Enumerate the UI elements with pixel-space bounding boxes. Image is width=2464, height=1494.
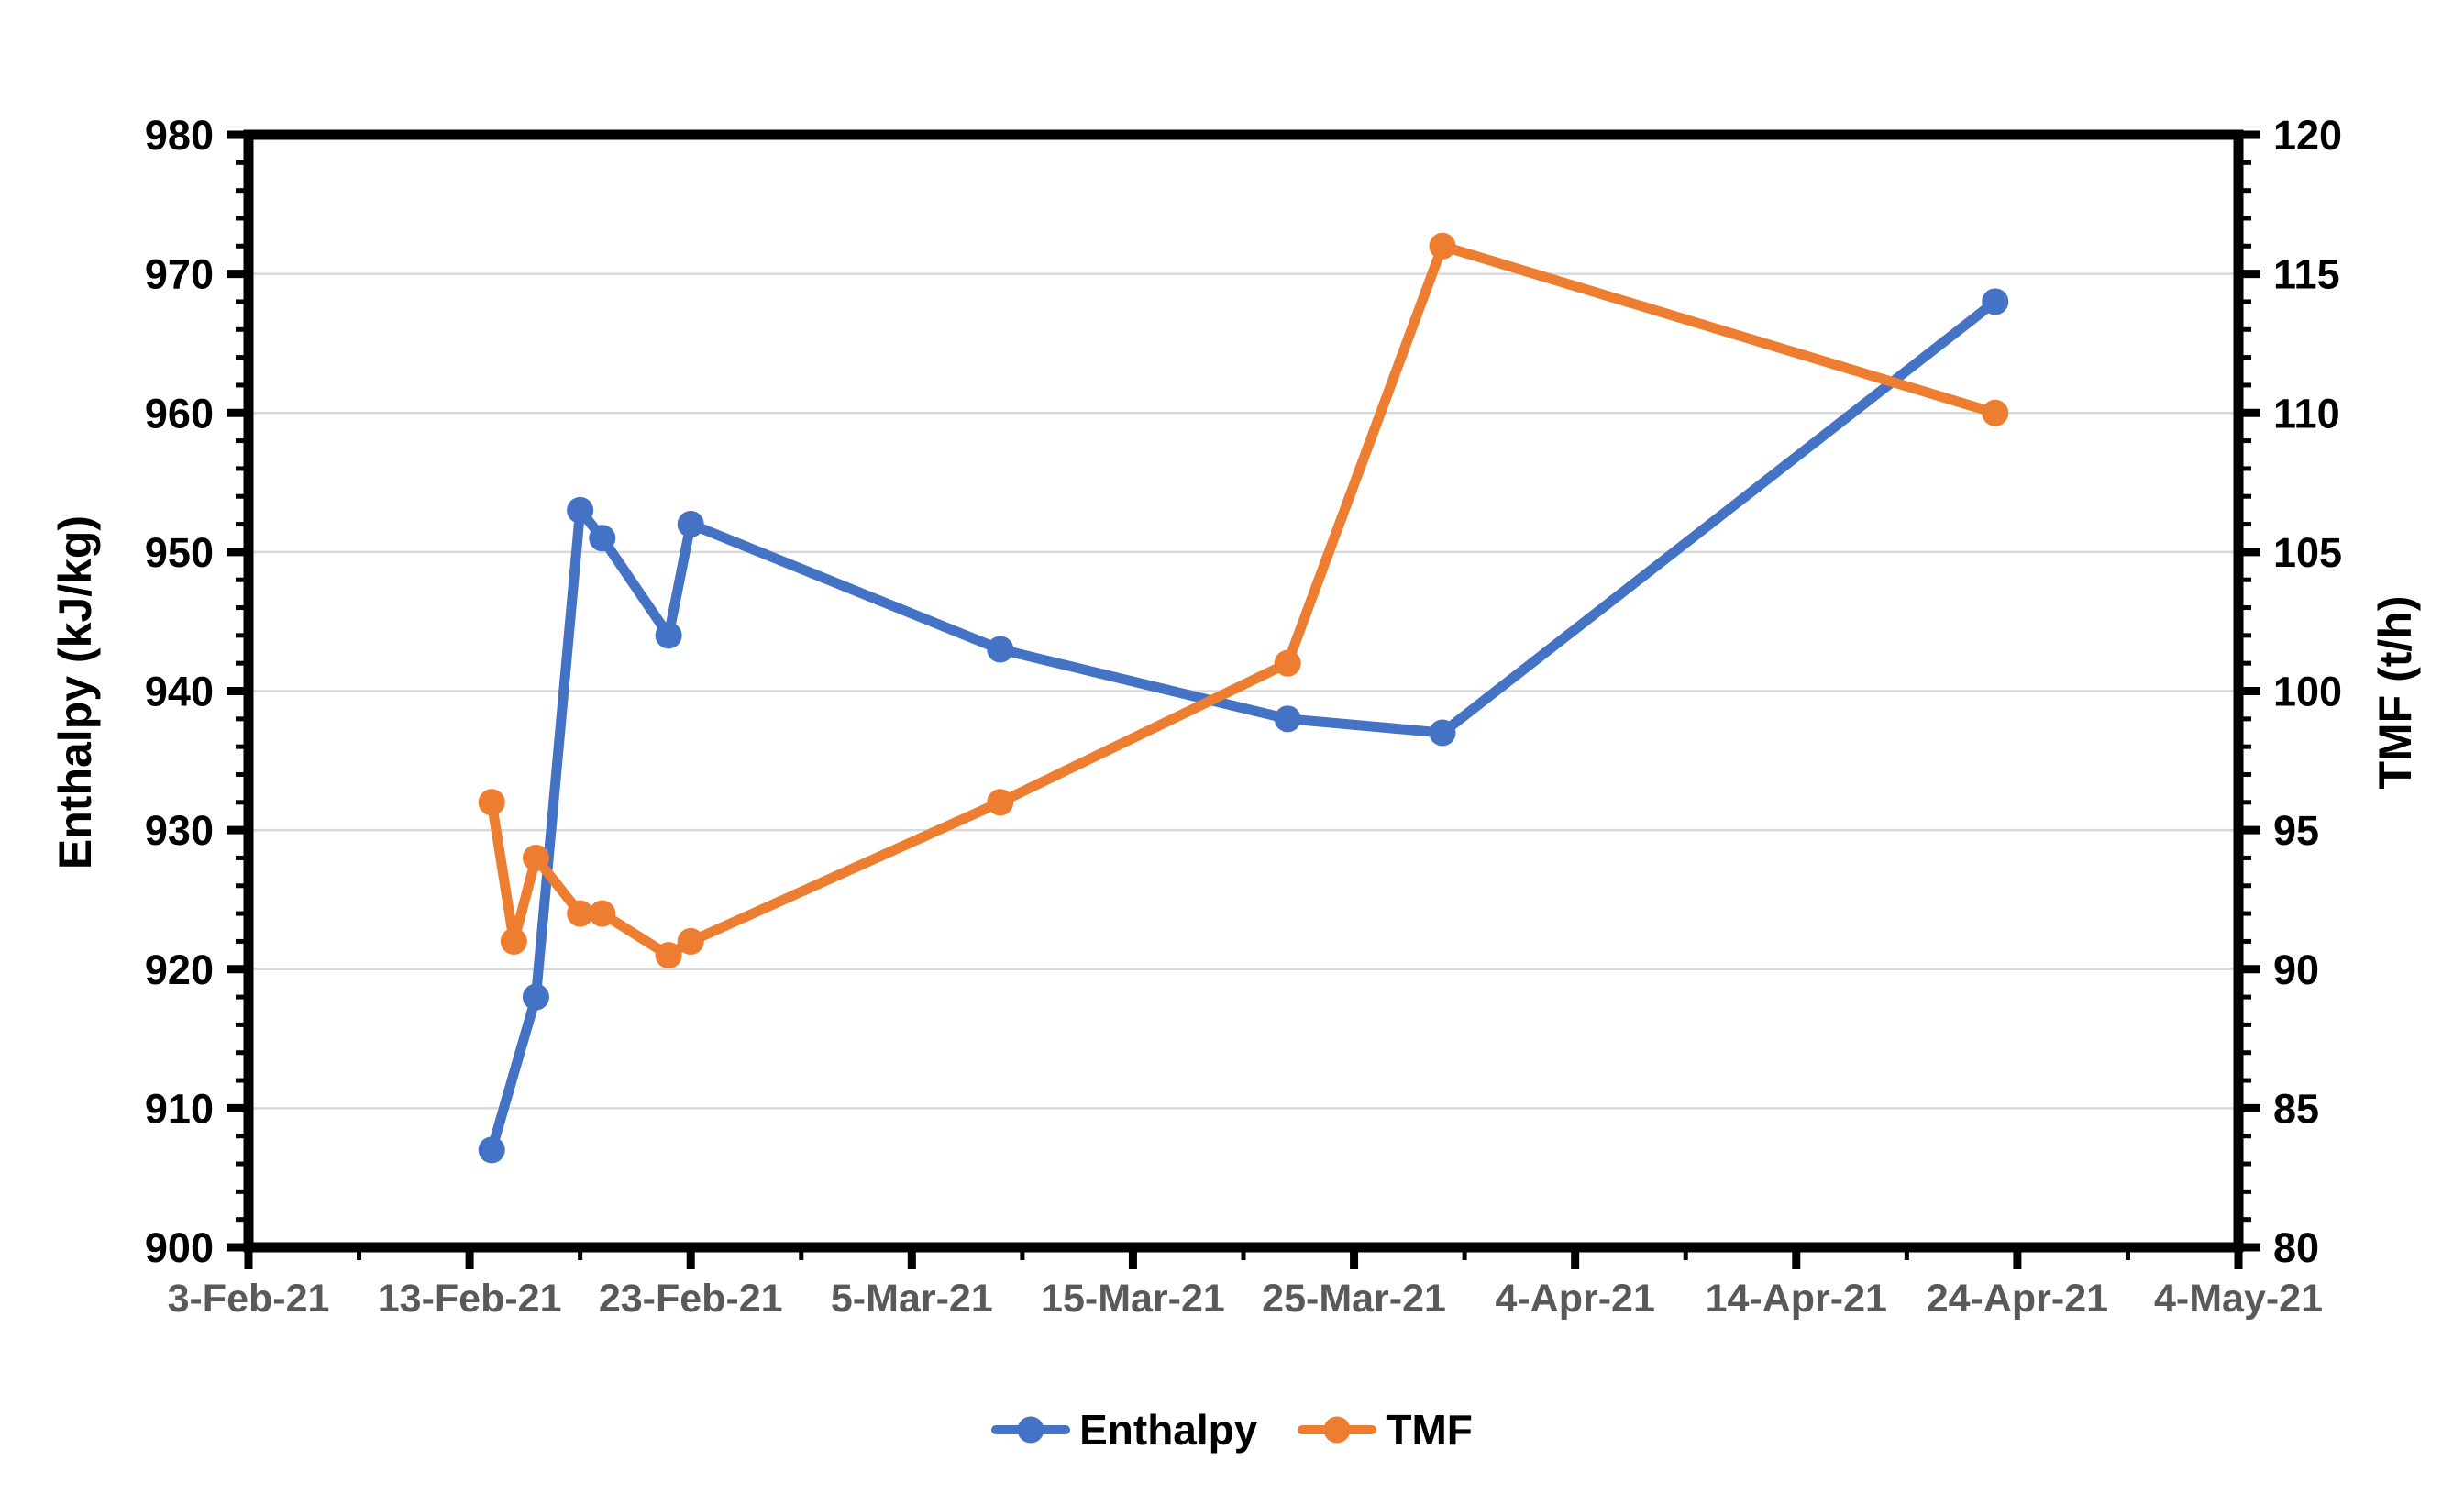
left-axis-tick-label: 960 [145, 390, 214, 437]
right-axis-tick-label: 95 [2273, 807, 2319, 854]
x-axis-tick-label: 24-Apr-21 [1927, 1277, 2108, 1321]
right-axis-tick-label: 110 [2273, 390, 2340, 437]
tmf-series-line [486, 240, 2001, 961]
right-axis-tick-label: 120 [2273, 112, 2342, 159]
tmf-data-point-marker [500, 927, 527, 955]
x-axis-tick-label: 4-Apr-21 [1495, 1277, 1654, 1321]
x-axis-tick-label: 25-Mar-21 [1262, 1277, 1446, 1321]
enthalpy-data-point-marker [522, 983, 549, 1011]
legend-label-enthalpy: Enthalpy [1079, 1406, 1258, 1454]
enthalpy-data-point-marker [567, 496, 594, 524]
enthalpy-data-point-marker [1274, 705, 1301, 733]
enthalpy-legend-line-marker [991, 1416, 1071, 1444]
x-axis-tick-label: 5-Mar-21 [831, 1277, 993, 1321]
tmf-data-point-marker [1982, 399, 2009, 426]
enthalpy-series-line [486, 296, 2001, 1156]
tmf-data-point-marker [655, 942, 682, 969]
enthalpy-data-point-marker [987, 636, 1014, 663]
tmf-data-point-marker [522, 844, 549, 871]
left-axis-tick-label: 970 [145, 251, 214, 298]
x-axis-tick-label: 15-Mar-21 [1041, 1277, 1225, 1321]
x-axis-tick-label: 4-May-21 [2154, 1277, 2323, 1321]
enthalpy-data-point-marker [1982, 288, 2009, 315]
left-axis-tick-label: 980 [145, 112, 214, 159]
left-axis-title: Enthalpy (kJ/kg) [50, 515, 101, 870]
tmf-data-point-marker [1274, 649, 1301, 677]
right-axis-tick-label: 80 [2273, 1224, 2319, 1271]
tmf-data-point-marker [567, 900, 594, 927]
legend-item-tmf: TMF [1298, 1409, 1473, 1451]
x-axis-tick-label: 13-Feb-21 [378, 1277, 562, 1321]
tmf-legend-line-marker [1298, 1416, 1377, 1444]
right-axis-tick-label: 105 [2273, 529, 2342, 576]
left-axis-tick-label: 920 [145, 946, 214, 993]
enthalpy-data-point-marker [589, 525, 616, 552]
legend: Enthalpy TMF [0, 1398, 2464, 1462]
left-axis-tick-label: 950 [145, 529, 214, 576]
x-axis-tick-label: 23-Feb-21 [599, 1277, 783, 1321]
enthalpy-data-point-marker [655, 622, 682, 649]
legend-label-tmf: TMF [1386, 1406, 1473, 1454]
right-axis-tick-label: 85 [2273, 1085, 2319, 1132]
left-axis-tick-label: 930 [145, 807, 214, 854]
tmf-data-point-marker [478, 789, 505, 816]
right-axis-title: TMF (t/h) [2370, 595, 2421, 790]
tmf-data-point-marker [1429, 232, 1456, 260]
legend-item-enthalpy: Enthalpy [991, 1409, 1257, 1451]
left-axis-tick-label: 940 [145, 669, 214, 715]
left-axis-tick-label: 900 [145, 1224, 214, 1271]
enthalpy-data-point-marker [677, 511, 704, 538]
right-axis-tick-label: 100 [2273, 669, 2342, 715]
x-axis-tick-label: 3-Feb-21 [168, 1277, 330, 1321]
tmf-data-point-marker [987, 789, 1014, 816]
right-axis-tick-label: 115 [2273, 251, 2340, 298]
right-axis-tick-label: 90 [2273, 946, 2319, 993]
enthalpy-data-point-marker [1429, 719, 1456, 747]
left-axis-tick-label: 910 [145, 1085, 214, 1132]
tmf-data-point-marker [589, 900, 616, 927]
tmf-data-point-marker [677, 927, 704, 955]
enthalpy-data-point-marker [478, 1136, 505, 1164]
x-axis-tick-label: 14-Apr-21 [1706, 1277, 1887, 1321]
